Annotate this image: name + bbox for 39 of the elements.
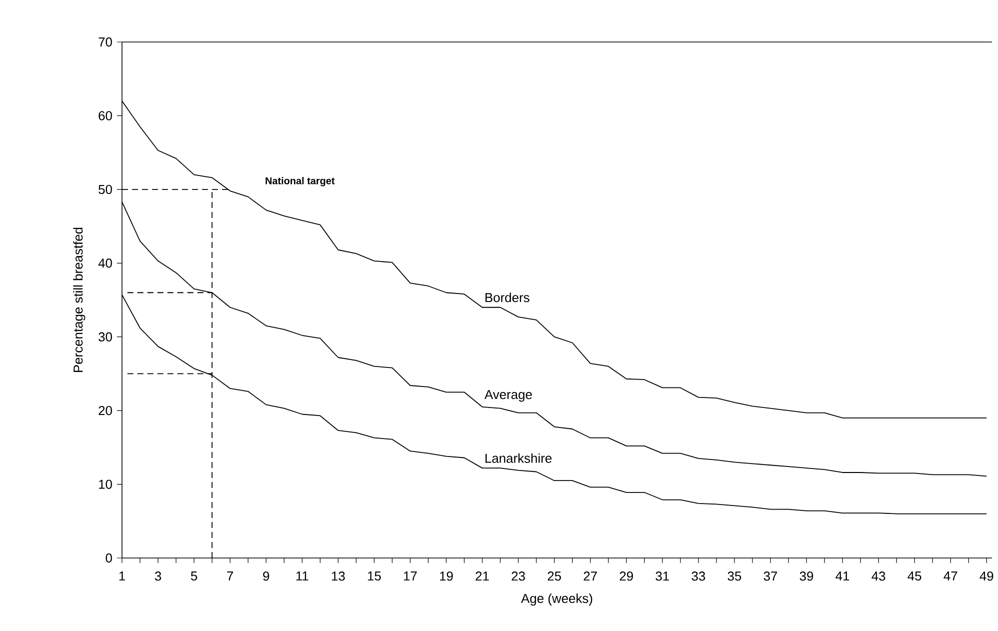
x-tick-label: 35	[728, 572, 742, 581]
x-tick-label: 33	[692, 572, 706, 581]
y-axis-title: Percentage still breastfed	[73, 228, 86, 372]
x-tick-label: 49	[980, 572, 994, 581]
x-tick-label: 37	[764, 572, 777, 581]
x-tick-label: 13	[332, 572, 345, 581]
x-tick-label: 45	[908, 572, 922, 581]
y-tick-label: 30	[98, 332, 112, 342]
x-tick-label: 39	[800, 572, 814, 581]
annotation: National target	[266, 176, 335, 186]
x-tick-label: 3	[154, 572, 162, 581]
x-tick-label: 5	[190, 572, 198, 581]
x-tick-label: 9	[263, 572, 270, 581]
series-label: Average	[484, 390, 532, 402]
y-tick-label: 50	[98, 184, 112, 194]
series-label: Borders	[486, 292, 530, 302]
x-tick-label: 7	[227, 572, 234, 580]
x-tick-label: 15	[368, 572, 381, 581]
x-tick-label: 1	[119, 572, 125, 580]
x-tick-label: 21	[476, 572, 489, 581]
y-tick-label: 70	[98, 37, 112, 47]
y-tick-label: 60	[98, 111, 112, 120]
x-tick-label: 27	[584, 572, 597, 581]
x-tick-label: 43	[872, 572, 886, 581]
x-tick-label: 17	[404, 572, 417, 580]
x-tick-label: 41	[836, 572, 850, 580]
x-tick-label: 23	[512, 572, 525, 581]
y-tick-label: 0	[106, 553, 112, 563]
x-axis-title: Age (weeks)	[521, 594, 592, 606]
y-tick-label: 20	[98, 406, 112, 416]
x-tick-label: 11	[296, 572, 308, 580]
x-tick-label: 31	[656, 572, 669, 581]
x-tick-label: 29	[620, 572, 633, 581]
series-label: Lanarkshire	[486, 453, 552, 463]
y-tick-label: 40	[98, 258, 112, 268]
y-tick-label: 10	[99, 480, 112, 489]
x-tick-label: 47	[944, 572, 958, 580]
x-tick-label: 25	[548, 572, 561, 581]
x-tick-label: 19	[440, 572, 453, 581]
